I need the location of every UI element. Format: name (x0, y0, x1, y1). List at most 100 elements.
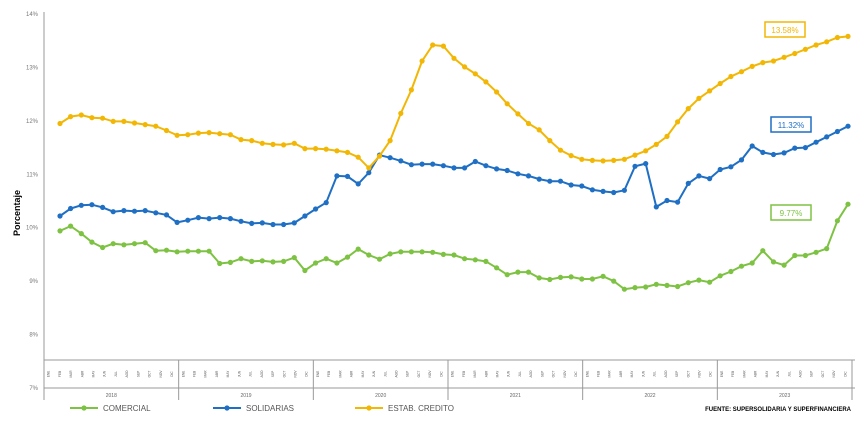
data-point (611, 189, 617, 196)
legend-marker (81, 405, 87, 411)
x-tick-label: MAY (765, 370, 769, 378)
data-point (781, 54, 787, 60)
series-group (57, 33, 851, 292)
data-point (227, 132, 233, 138)
y-tick-label: 12% (26, 119, 39, 125)
x-tick-label: DIC (709, 371, 713, 377)
x-tick-label: MAR (69, 370, 73, 378)
x-tick-label: AGO (529, 370, 533, 378)
data-point (334, 260, 340, 266)
data-point (632, 285, 638, 291)
x-tick-label: MAR (473, 370, 477, 378)
x-tick-label: ENE (720, 371, 724, 378)
data-point (579, 156, 585, 162)
data-point (717, 273, 723, 279)
data-point (536, 176, 542, 182)
legend-item: SOLIDARIAS (213, 404, 294, 413)
data-point (78, 112, 84, 118)
data-point (515, 111, 521, 117)
x-tick-label: AGO (125, 370, 129, 378)
x-tick-label: DIC (305, 371, 309, 377)
data-point (163, 212, 170, 218)
data-point (131, 120, 138, 126)
data-point (355, 154, 361, 160)
data-point (323, 146, 329, 152)
legend-marker (224, 405, 230, 411)
data-point (824, 39, 830, 45)
data-point (802, 46, 809, 52)
data-point (536, 275, 542, 281)
data-point (504, 101, 510, 107)
data-point (419, 249, 425, 255)
data-point (302, 146, 308, 152)
data-point (408, 87, 414, 93)
x-tick-label: JUL (653, 371, 657, 377)
data-point (153, 210, 159, 216)
x-tick-label: OCT (417, 371, 421, 378)
data-point (472, 71, 478, 77)
data-point (504, 167, 510, 174)
x-tick-label: JUN (507, 370, 511, 377)
x-tick-label: ABR (754, 370, 758, 377)
data-point (845, 123, 851, 129)
data-point (696, 277, 702, 283)
x-tick-label: OCT (686, 371, 690, 378)
data-point (78, 231, 84, 237)
x-tick-label: NOV (563, 370, 567, 378)
data-point (547, 138, 553, 144)
data-point (366, 170, 372, 176)
data-point (185, 217, 191, 223)
data-point (398, 249, 404, 255)
end-label-box (770, 204, 812, 221)
data-point (387, 138, 393, 144)
x-tick-label: SEP (406, 371, 410, 377)
data-point (813, 139, 819, 145)
data-point (259, 140, 265, 146)
data-point (579, 276, 585, 282)
data-point (845, 201, 851, 207)
y-tick-label: 7% (29, 386, 38, 392)
data-point (664, 197, 670, 204)
data-point (760, 248, 766, 254)
x-tick-label: DIC (170, 371, 174, 377)
data-point (281, 142, 287, 148)
data-point (494, 166, 500, 172)
data-point (653, 141, 659, 147)
end-label-box (770, 116, 812, 133)
data-point (483, 258, 489, 264)
data-point (398, 158, 404, 164)
data-point (270, 259, 276, 265)
data-point (834, 34, 841, 41)
data-point (195, 215, 201, 221)
x-tick-label: JUL (114, 371, 118, 377)
data-point (270, 141, 276, 147)
data-point (738, 157, 745, 163)
data-point (792, 145, 798, 151)
data-point (760, 60, 766, 66)
data-point (419, 161, 425, 167)
data-point (770, 259, 777, 265)
data-point (68, 114, 74, 120)
series-2 (57, 33, 851, 171)
data-point (366, 165, 372, 171)
data-point (696, 173, 702, 179)
data-point (110, 209, 116, 215)
data-point (717, 166, 723, 173)
x-tick-label: FEB (327, 371, 331, 377)
data-point (57, 213, 63, 219)
end-label-box (764, 21, 806, 38)
x-tick-label: DIC (439, 371, 443, 377)
x-tick-label: MAY (496, 370, 500, 378)
x-tick-label: NOV (159, 370, 163, 378)
data-point (185, 248, 191, 254)
data-point (430, 249, 436, 255)
data-point (313, 206, 319, 212)
data-point (100, 115, 106, 121)
x-tick-label: ENE (47, 371, 51, 378)
x-tick-label: FEB (731, 371, 735, 377)
data-point (483, 163, 489, 169)
x-tick-label: FEB (193, 371, 197, 377)
data-point (749, 143, 755, 149)
data-point (302, 213, 308, 219)
